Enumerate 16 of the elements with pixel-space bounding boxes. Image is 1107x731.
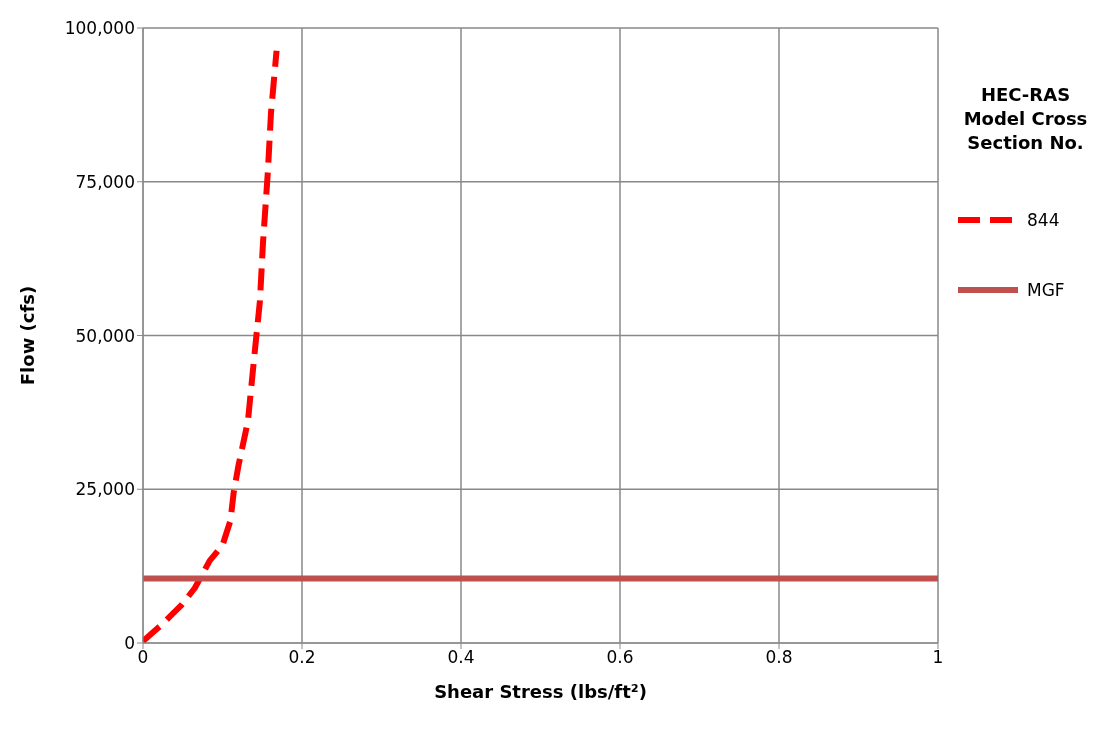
y-axis-title: Flow (cfs) <box>17 285 39 386</box>
y-tick-label: 75,000 <box>75 171 135 192</box>
legend-label: MGF <box>1027 280 1065 300</box>
legend-title: HEC-RAS Model Cross Section No. <box>962 83 1089 155</box>
x-tick-label: 0.4 <box>447 647 475 668</box>
x-tick-label: 0.2 <box>288 647 316 668</box>
x-tick-label: 0 <box>137 647 149 668</box>
x-tick-label: 0.6 <box>606 647 634 668</box>
y-tick-label: 50,000 <box>75 325 135 346</box>
y-tick-label: 100,000 <box>64 18 135 39</box>
x-tick-label: 0.8 <box>765 647 793 668</box>
y-tick-label: 0 <box>124 633 135 654</box>
x-axis-title: Shear Stress (lbs/ft²) <box>434 681 647 702</box>
x-tick-label: 1 <box>932 647 944 668</box>
legend-label: 844 <box>1027 210 1060 230</box>
y-tick-label: 25,000 <box>75 479 135 500</box>
